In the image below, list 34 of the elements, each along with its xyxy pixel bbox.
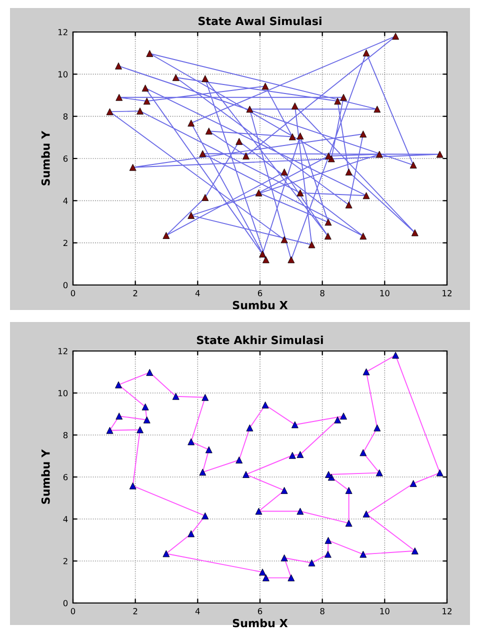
x-tick-label: 4 <box>195 608 200 614</box>
y-tick-label: 12 <box>58 28 68 36</box>
x-tick-label: 0 <box>70 290 76 296</box>
y-tick-label: 8 <box>63 113 68 120</box>
x-tick-label: 6 <box>258 290 262 296</box>
y-tick-label: 0 <box>63 600 68 606</box>
chart-title: State Akhir Simulasi <box>196 336 323 344</box>
x-tick-label: 2 <box>133 608 138 614</box>
x-tick-label: 8 <box>320 608 324 614</box>
x-axis-title: Sumbu X <box>232 618 288 628</box>
y-tick-label: 6 <box>63 474 68 480</box>
y-axis-title: Sumbu Y <box>41 130 50 186</box>
x-tick-label: 4 <box>195 290 200 296</box>
y-tick-label: 6 <box>63 155 68 162</box>
y-tick-label: 10 <box>58 390 68 396</box>
y-tick-label: 12 <box>58 348 68 354</box>
y-tick-label: 2 <box>63 240 68 246</box>
x-tick-label: 12 <box>442 290 452 296</box>
chart-title: State Awal Simulasi <box>198 16 322 26</box>
y-axis-title: Sumbu Y <box>41 449 50 504</box>
x-axis-title: Sumbu X <box>232 300 288 310</box>
y-tick-label: 2 <box>63 558 68 564</box>
x-tick-label: 10 <box>380 608 390 614</box>
x-tick-label: 2 <box>133 290 138 296</box>
x-tick-label: 6 <box>258 608 262 614</box>
x-tick-label: 10 <box>380 290 390 296</box>
y-tick-label: 4 <box>63 516 68 522</box>
y-tick-label: 8 <box>63 432 68 438</box>
x-tick-label: 0 <box>70 608 76 614</box>
x-tick-label: 12 <box>442 608 452 614</box>
x-tick-label: 8 <box>320 290 324 296</box>
y-tick-label: 4 <box>63 198 68 204</box>
y-tick-label: 10 <box>58 71 68 78</box>
y-tick-label: 0 <box>63 282 68 288</box>
